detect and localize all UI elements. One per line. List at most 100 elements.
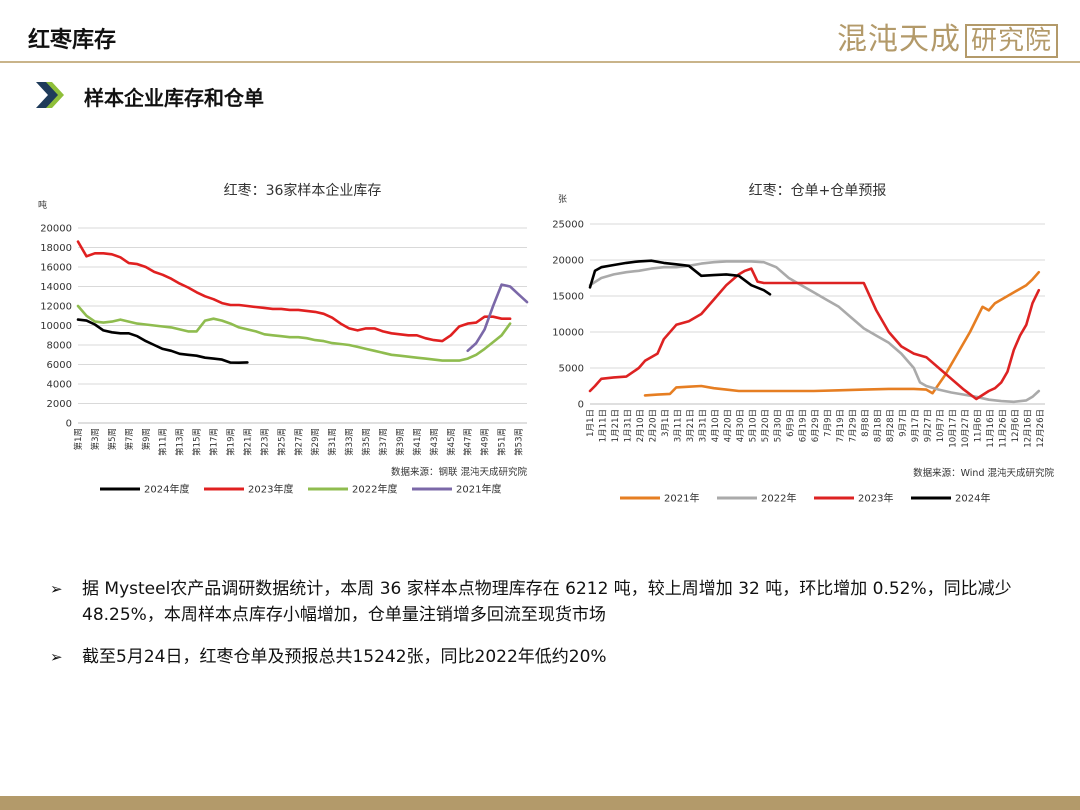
x-tick-label: 第3周 [90, 428, 101, 450]
x-tick-label: 7月19日 [836, 409, 846, 442]
x-tick-label: 第7周 [124, 428, 135, 450]
x-tick-label: 第17周 [209, 428, 220, 456]
y-tick-label: 4000 [47, 380, 72, 391]
x-tick-label: 第31周 [327, 428, 338, 456]
y-axis-unit-label: 吨 [38, 199, 47, 211]
y-tick-label: 20000 [552, 256, 584, 267]
x-tick-label: 1月11日 [599, 409, 609, 442]
x-tick-label: 第11周 [158, 428, 169, 456]
series-line-2021年 [643, 270, 1041, 397]
x-tick-label: 第41周 [412, 428, 423, 456]
legend-label: 2022年度 [352, 483, 397, 496]
bullet-item: ➢ 截至5月24日，红枣仓单及预报总共15242张，同比2022年低约20% [50, 644, 1050, 670]
y-tick-label: 10000 [40, 321, 72, 332]
header: 红枣库存 混沌天成 研究院 [0, 0, 1080, 63]
x-tick-label: 4月20日 [724, 409, 734, 442]
bullet-text: 据 Mysteel农产品调研数据统计，本周 36 家样本点物理库存在 6212 … [82, 579, 1012, 625]
y-tick-label: 10000 [552, 328, 584, 339]
chart-title: 红枣：36家样本企业库存 [224, 182, 382, 199]
x-tick-label: 12月26日 [1036, 409, 1046, 448]
x-tick-label: 第51周 [497, 428, 508, 456]
series-line-2023年度 [76, 240, 512, 343]
section-title: 样本企业库存和仓单 [84, 86, 264, 110]
x-tick-label: 5月10日 [749, 409, 759, 442]
x-tick-label: 7月9日 [824, 409, 834, 437]
x-tick-label: 11月6日 [974, 409, 984, 442]
legend-label: 2024年 [955, 492, 990, 505]
y-tick-label: 12000 [40, 302, 72, 313]
chart-source-note: 数据来源：Wind 混沌天成研究院 [913, 467, 1054, 479]
y-axis-unit-label: 张 [558, 194, 567, 205]
header-divider [0, 61, 1080, 63]
y-tick-label: 20000 [40, 224, 72, 235]
y-tick-label: 16000 [40, 263, 72, 274]
x-tick-label: 3月11日 [674, 409, 684, 442]
x-tick-label: 第39周 [395, 428, 406, 456]
logo-boxed-text: 研究院 [964, 24, 1058, 58]
x-tick-label: 5月20日 [761, 409, 771, 442]
x-tick-label: 2月10日 [636, 409, 646, 442]
x-tick-label: 11月16日 [986, 409, 996, 448]
y-tick-label: 5000 [559, 364, 584, 375]
x-tick-label: 10月7日 [936, 409, 946, 442]
x-tick-label: 第1周 [73, 428, 84, 450]
y-tick-label: 0 [66, 419, 72, 430]
y-tick-label: 14000 [40, 282, 72, 293]
legend-label: 2022年 [761, 492, 796, 505]
x-tick-label: 9月17日 [911, 409, 921, 442]
legend-label: 2024年度 [144, 483, 189, 496]
y-tick-label: 2000 [47, 399, 72, 410]
x-tick-label: 第5周 [107, 428, 118, 450]
x-tick-label: 5月30日 [774, 409, 784, 442]
legend-label: 2023年 [858, 492, 893, 505]
x-tick-label: 第23周 [259, 428, 270, 456]
y-tick-label: 15000 [552, 292, 584, 303]
x-tick-label: 2月20日 [649, 409, 659, 442]
x-tick-label: 11月26日 [999, 409, 1009, 448]
series-line-2024年 [588, 259, 772, 296]
x-tick-label: 第27周 [293, 428, 304, 456]
y-tick-label: 8000 [47, 341, 72, 352]
x-tick-label: 1月21日 [611, 409, 621, 442]
logo-text: 混沌天成 [836, 22, 961, 57]
y-tick-label: 18000 [40, 243, 72, 254]
x-tick-label: 4月10日 [711, 409, 721, 442]
x-tick-label: 8月28日 [886, 409, 896, 442]
bullet-mark: ➢ [50, 580, 63, 598]
x-tick-label: 第53周 [514, 428, 525, 456]
bullet-item: ➢ 据 Mysteel农产品调研数据统计，本周 36 家样本点物理库存在 6212… [50, 576, 1050, 628]
x-tick-label: 第19周 [225, 428, 236, 456]
x-tick-label: 1月31日 [624, 409, 634, 442]
y-tick-label: 0 [578, 400, 584, 411]
x-tick-label: 第47周 [463, 428, 474, 456]
x-tick-label: 4月30日 [736, 409, 746, 442]
legend-label: 2023年度 [248, 483, 293, 496]
x-tick-label: 8月18日 [874, 409, 884, 442]
x-tick-label: 6月29日 [811, 409, 821, 442]
x-tick-label: 12月16日 [1024, 409, 1034, 448]
x-tick-label: 第15周 [192, 428, 203, 456]
series-line-2022年度 [76, 304, 512, 362]
y-tick-label: 25000 [552, 220, 584, 231]
x-tick-label: 第43周 [429, 428, 440, 456]
legend-label: 2021年 [664, 492, 699, 505]
x-tick-label: 6月19日 [799, 409, 809, 442]
y-tick-label: 6000 [47, 360, 72, 371]
x-tick-label: 7月29日 [849, 409, 859, 442]
footer-bar [0, 796, 1080, 810]
series-line-2021年度 [466, 283, 529, 353]
logo: 混沌天成 研究院 [837, 14, 1058, 58]
series-line-2024年度 [76, 318, 249, 364]
x-tick-label: 第45周 [446, 428, 457, 456]
series-line-2023年 [588, 267, 1041, 401]
x-tick-label: 第33周 [344, 428, 355, 456]
page-title: 红枣库存 [28, 28, 117, 53]
x-tick-label: 第9周 [141, 428, 152, 450]
x-tick-label: 第49周 [480, 428, 491, 456]
x-tick-label: 9月27日 [924, 409, 934, 442]
x-tick-label: 第29周 [310, 428, 321, 456]
bullet-mark: ➢ [50, 648, 63, 666]
x-tick-label: 10月17日 [949, 409, 959, 448]
